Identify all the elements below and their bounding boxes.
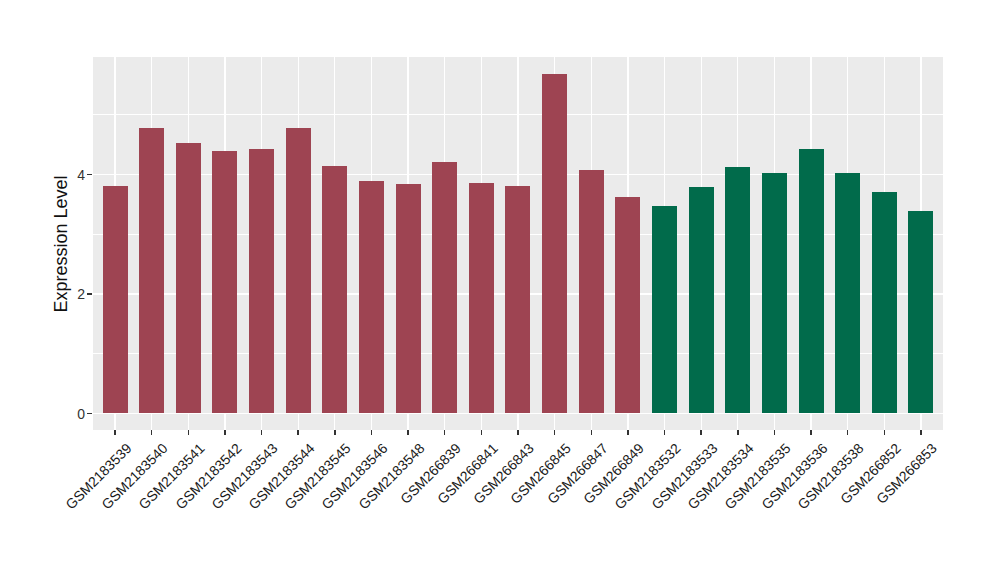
x-tick-mark bbox=[591, 430, 593, 435]
x-tick-mark bbox=[737, 430, 739, 435]
bar-GSM2183540 bbox=[139, 128, 164, 414]
x-tick-mark bbox=[261, 430, 263, 435]
bar-GSM2183535 bbox=[762, 173, 787, 414]
x-tick-mark bbox=[224, 430, 226, 435]
x-tick-mark bbox=[554, 430, 556, 435]
plot-panel bbox=[93, 57, 943, 430]
x-tick-mark bbox=[334, 430, 336, 435]
y-tick-mark bbox=[87, 413, 93, 415]
bar-GSM2183534 bbox=[725, 167, 750, 414]
y-tick-mark bbox=[87, 174, 93, 176]
x-tick-mark bbox=[664, 430, 666, 435]
bar-GSM2183548 bbox=[396, 184, 421, 413]
y-tick-label-4: 4 bbox=[55, 167, 85, 183]
expression-bar-chart: Expression Level 024 GSM2183539GSM218354… bbox=[0, 0, 1000, 580]
bar-GSM2183532 bbox=[652, 206, 677, 413]
x-tick-mark bbox=[774, 430, 776, 435]
y-tick-label-2: 2 bbox=[55, 286, 85, 302]
x-tick-mark bbox=[481, 430, 483, 435]
y-tick-label-0: 0 bbox=[55, 406, 85, 422]
x-tick-mark bbox=[884, 430, 886, 435]
x-tick-mark bbox=[700, 430, 702, 435]
x-tick-mark bbox=[627, 430, 629, 435]
bar-GSM266852 bbox=[872, 192, 897, 413]
y-tick-mark bbox=[87, 293, 93, 295]
x-tick-mark bbox=[517, 430, 519, 435]
bar-GSM2183545 bbox=[322, 166, 347, 414]
bar-GSM2183543 bbox=[249, 149, 274, 414]
bar-GSM266847 bbox=[579, 170, 604, 413]
bar-GSM2183544 bbox=[286, 128, 311, 413]
x-tick-mark bbox=[151, 430, 153, 435]
bar-GSM2183541 bbox=[176, 143, 201, 414]
bar-GSM266845 bbox=[542, 74, 567, 414]
x-tick-mark bbox=[114, 430, 116, 435]
bar-GSM2183538 bbox=[835, 173, 860, 414]
bar-GSM2183536 bbox=[799, 149, 824, 414]
bar-GSM266843 bbox=[505, 186, 530, 413]
x-tick-mark bbox=[847, 430, 849, 435]
x-tick-mark bbox=[188, 430, 190, 435]
bar-GSM266849 bbox=[615, 197, 640, 413]
bar-GSM266839 bbox=[432, 162, 457, 414]
bar-GSM266853 bbox=[908, 211, 933, 414]
x-tick-mark bbox=[407, 430, 409, 435]
x-tick-mark bbox=[297, 430, 299, 435]
bar-GSM2183542 bbox=[212, 151, 237, 414]
bar-GSM2183533 bbox=[689, 187, 714, 413]
x-tick-mark bbox=[371, 430, 373, 435]
bar-GSM2183546 bbox=[359, 181, 384, 413]
bar-GSM266841 bbox=[469, 183, 494, 413]
x-tick-mark bbox=[920, 430, 922, 435]
x-tick-mark bbox=[444, 430, 446, 435]
x-tick-mark bbox=[810, 430, 812, 435]
bar-GSM2183539 bbox=[103, 186, 128, 414]
